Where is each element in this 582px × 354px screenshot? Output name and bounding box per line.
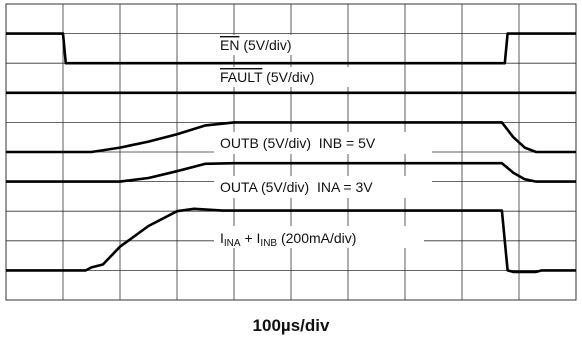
svg-text:FAULT (5V/div): FAULT (5V/div) xyxy=(220,69,314,85)
trace-label-outb: OUTB (5V/div) INB = 5V xyxy=(214,132,432,154)
trace-label-outa-text: OUTA (5V/div) INA = 3V xyxy=(220,179,373,195)
trace-label-outa: OUTA (5V/div) INA = 3V xyxy=(214,176,432,198)
trace-label-current-sub1: INA xyxy=(224,238,241,249)
trace-current xyxy=(6,207,576,274)
trace-label-current: IINA + IINB (200mA/div) xyxy=(214,226,424,249)
trace-outb xyxy=(6,121,576,154)
trace-label-current-sub2: INB xyxy=(260,238,277,249)
svg-text:IINA + IINB (200mA/div): IINA + IINB (200mA/div) xyxy=(220,230,356,249)
trace-en xyxy=(6,32,576,65)
trace-label-fault-overline: FAULT xyxy=(220,69,263,85)
trace-label-outb-text: OUTB (5V/div) INB = 5V xyxy=(220,135,376,151)
trace-label-current-plus: + I xyxy=(241,230,261,246)
traces xyxy=(6,32,576,274)
svg-text:EN (5V/div): EN (5V/div) xyxy=(220,37,292,53)
trace-label-en-scale: (5V/div) xyxy=(239,37,291,53)
trace-outa xyxy=(6,161,576,183)
trace-label-current-i1: I xyxy=(220,230,224,246)
trace-label-current-scale: (200mA/div) xyxy=(277,230,356,246)
trace-label-fault: FAULT (5V/div) xyxy=(214,67,354,87)
trace-label-en-overline: EN xyxy=(220,37,239,53)
trace-label-en: EN (5V/div) xyxy=(214,35,326,55)
x-axis-label: 100µs/div xyxy=(252,316,330,335)
trace-label-fault-scale: (5V/div) xyxy=(262,69,314,85)
